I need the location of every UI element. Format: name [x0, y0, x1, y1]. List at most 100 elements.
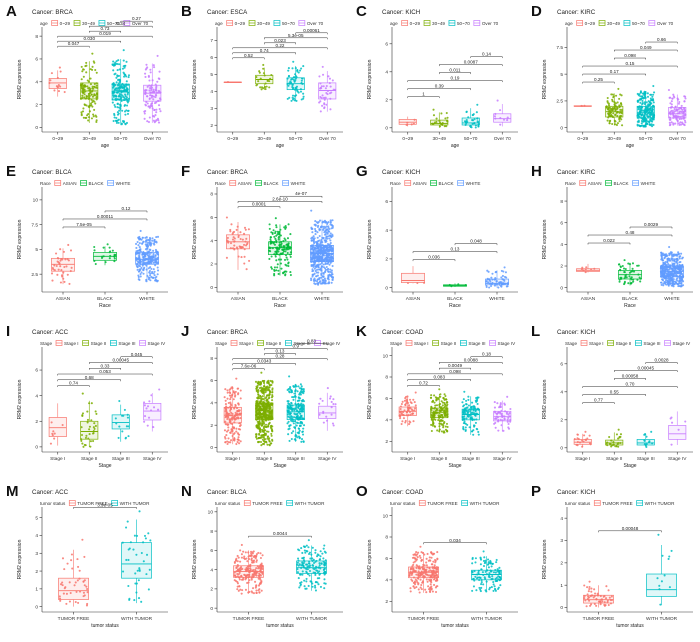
x-tick-label: Over 70: [144, 136, 161, 142]
data-point: [255, 390, 258, 393]
y-tick-label: 0: [560, 125, 563, 131]
data-point: [652, 118, 655, 121]
x-tick-label: Stage II: [256, 456, 273, 462]
data-point: [609, 107, 612, 110]
x-axis-label: age: [451, 143, 460, 149]
data-point: [88, 94, 91, 97]
data-point: [282, 250, 285, 253]
data-point: [648, 123, 651, 126]
data-point: [322, 272, 325, 275]
y-tick-label: 0: [560, 285, 563, 291]
data-point: [95, 84, 98, 87]
data-point: [115, 121, 118, 124]
data-point: [157, 121, 161, 124]
significance-bracket: 0.022: [587, 238, 631, 245]
legend-label: Stage III: [468, 341, 485, 346]
data-point: [677, 115, 680, 118]
data-point: [231, 238, 235, 241]
data-point: [123, 104, 126, 107]
y-tick-label: 6: [385, 199, 388, 205]
data-point: [144, 75, 147, 79]
data-point: [268, 227, 271, 230]
legend-label: BLACK: [439, 181, 455, 186]
data-point: [239, 424, 242, 427]
data-point: [664, 281, 667, 284]
data-point: [257, 395, 260, 398]
p-value-label: 0.27: [132, 16, 141, 21]
data-point: [445, 422, 449, 425]
x-tick-label: 0~29: [52, 136, 63, 142]
data-point: [651, 108, 654, 111]
significance-bracket: 0.00061: [295, 28, 328, 35]
y-tick-label: 2: [35, 419, 38, 425]
data-point: [505, 285, 508, 288]
data-point: [156, 280, 159, 283]
data-point: [115, 116, 118, 120]
data-point: [609, 114, 612, 117]
data-point: [224, 399, 227, 402]
data-point: [137, 270, 140, 273]
data-point: [158, 388, 161, 391]
data-point: [608, 122, 611, 125]
x-tick-label: 30~49: [608, 136, 622, 142]
data-point: [67, 243, 70, 246]
data-point: [82, 75, 85, 78]
data-point: [322, 85, 325, 88]
data-point: [332, 424, 335, 427]
data-point: [290, 438, 293, 441]
data-point: [610, 93, 613, 96]
data-point: [441, 404, 444, 407]
x-tick-label: BLACK: [272, 296, 289, 302]
group-30-49: [430, 108, 449, 128]
data-point: [144, 253, 147, 256]
data-point: [299, 424, 302, 427]
data-point: [661, 279, 665, 282]
data-point: [135, 256, 138, 260]
data-point: [607, 104, 611, 107]
data-point: [235, 427, 238, 430]
data-point: [619, 108, 622, 111]
data-point: [475, 396, 478, 400]
data-point: [433, 394, 436, 397]
data-point: [117, 59, 120, 62]
data-point: [408, 423, 411, 426]
data-point: [667, 280, 670, 283]
data-point: [328, 237, 331, 240]
panel-title: Cancer: BLCA: [32, 169, 72, 176]
data-point: [136, 241, 139, 244]
data-point: [227, 401, 230, 405]
data-point: [439, 393, 442, 396]
significance-bracket: 0.098: [614, 53, 646, 60]
data-point: [287, 67, 290, 70]
data-point: [322, 73, 325, 76]
data-point: [258, 433, 261, 436]
y-tick-label: 4: [210, 238, 213, 244]
data-point: [316, 268, 319, 271]
data-point: [329, 395, 332, 398]
y-axis-label: RRM2 expression: [192, 219, 198, 259]
data-point: [274, 230, 277, 233]
x-tick-label: 0~29: [577, 136, 588, 142]
data-point: [402, 417, 405, 420]
p-value-label: 7.6e-06: [241, 364, 257, 369]
bracket-line: [264, 37, 328, 40]
data-point: [327, 278, 330, 281]
data-point: [297, 385, 300, 388]
data-point: [649, 99, 652, 102]
data-point: [225, 216, 228, 219]
data-point: [326, 282, 330, 285]
data-point: [682, 123, 685, 126]
legend-title: age: [215, 21, 223, 26]
data-point: [237, 393, 240, 396]
data-point: [142, 267, 145, 270]
data-point: [646, 106, 649, 109]
data-point: [641, 92, 645, 95]
data-point: [287, 223, 290, 226]
data-point: [126, 93, 129, 96]
data-point: [414, 404, 417, 407]
panel-label: A: [6, 3, 17, 20]
data-point: [503, 403, 506, 406]
data-point: [319, 263, 322, 266]
